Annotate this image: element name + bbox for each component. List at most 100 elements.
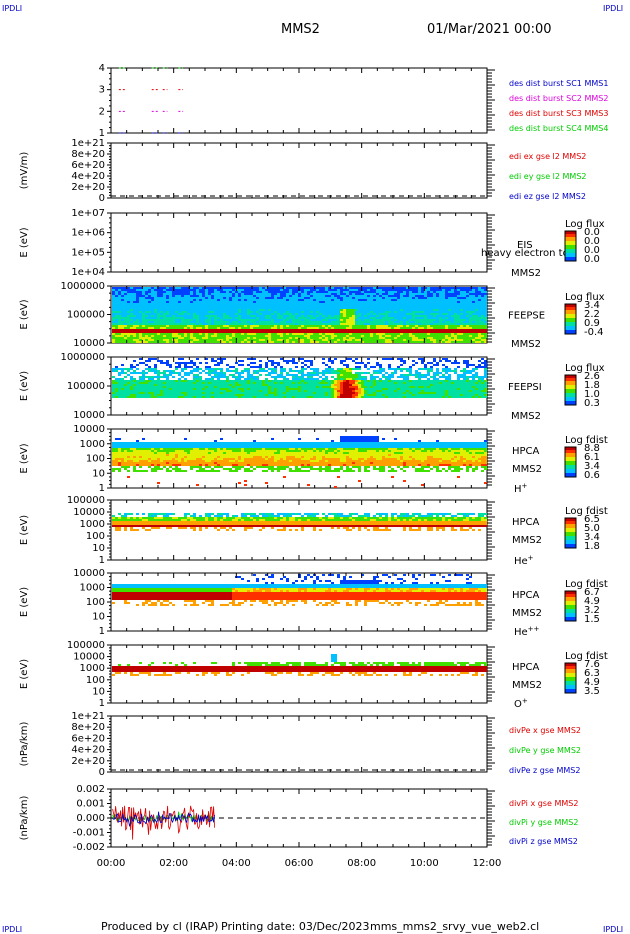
spectrogram-cell [466,319,469,321]
spectrogram-cell [256,315,259,317]
spectrogram-cell [229,370,232,372]
spectrogram-cell [220,299,223,301]
spectrogram-cell [289,388,292,390]
spectrogram-cell [112,382,115,384]
spectrogram-cell [349,315,352,317]
spectrogram-cell [244,327,247,329]
spectrogram-cell [220,291,223,293]
spectrogram-cell [238,289,241,291]
spectrogram-cell [157,321,160,323]
spectrogram-cell [241,380,244,382]
ytick-label: 10000 [73,338,105,349]
spectrogram-cell [160,301,163,303]
spectrogram-cell [430,325,433,327]
spectrogram-cell [190,309,193,311]
spectrogram-cell [163,370,166,372]
spectrogram-cell [385,337,388,339]
spectrogram-cell [265,339,268,341]
spectrogram-cell [412,289,415,291]
spectrogram-cell [376,311,379,313]
spectrogram-cell [370,329,373,331]
spectrogram-cell [397,307,400,309]
spectrogram-cell [151,323,154,325]
spectrogram-cell [256,339,259,341]
spectrogram-cell [478,315,481,317]
spectrogram-cell [139,295,142,297]
spectrogram-cell [205,317,208,319]
spectrogram-cell [424,337,427,339]
spectrogram-cell [193,368,196,370]
spectrogram-cell [127,307,130,309]
spectrogram-cell [385,317,388,319]
spectrogram-cell [337,291,340,293]
spectrogram-cell [163,384,166,386]
spectrogram-cell [295,396,298,398]
spectrogram-cell [220,327,223,329]
spectrogram-cell [151,295,154,297]
spectrogram-cell [190,390,193,392]
spectrogram-cell [289,297,292,299]
spectrogram-cell [229,394,232,396]
spectrogram-cell [370,333,373,335]
spectrogram-cell [274,325,277,327]
spectrogram-cell [283,341,286,343]
spectrogram-cell [286,386,289,388]
spectrogram-cell [412,317,415,319]
spectrogram-cell [274,327,277,329]
spectrogram-cell [334,339,337,341]
spectrogram-cell [481,313,484,315]
spectrogram-cell [211,360,214,362]
spectrogram-cell [322,341,325,343]
spectrogram-cell [178,396,181,398]
spectrogram-cell [361,329,364,331]
spectrogram-cell [262,333,265,335]
spectrogram-cell [235,380,238,382]
spectrogram-cell [190,329,193,331]
spectrogram-cell [289,305,292,307]
spectrogram-cell [172,380,175,382]
spectrogram-cell [166,325,169,327]
spectrogram-cell [226,305,229,307]
spectrogram-cell [418,327,421,329]
spectrogram-cell [127,287,130,289]
spectrogram-cell [388,315,391,317]
spectrogram-cell [241,301,244,303]
spectrogram-cell [430,327,433,329]
spectrogram-cell [367,327,370,329]
spectrogram-cell [166,299,169,301]
spectrogram-cell [112,384,115,386]
spectrogram-cell [181,331,184,333]
spectrogram-cell [379,295,382,297]
colorbar-swatch [565,235,576,236]
spectrogram-cell [112,376,115,378]
spectrogram-cell [280,366,283,368]
spectrogram-cell [160,396,163,398]
spectrogram-cell [238,333,241,335]
spectrogram-cell [214,301,217,303]
spectrogram-cell [367,295,370,297]
spectrogram-cell [199,337,202,339]
spectrogram-cell [124,368,127,370]
spectrogram-cell [175,295,178,297]
spectrogram-cell [292,311,295,313]
spectrogram-cell [133,319,136,321]
spectrogram-cell [151,311,154,313]
spectrogram-cell [430,311,433,313]
spectrogram-cell [358,341,361,343]
ytick-label: 1e+21 [71,138,105,149]
spectrogram-cell [115,297,118,299]
spectrogram-cell [130,376,133,378]
spectrogram-cell [316,307,319,309]
spectrogram-cell [175,313,178,315]
spectrogram-cell [235,307,238,309]
spectrogram-cell [259,380,262,382]
spectrogram-cell [151,392,154,394]
spectrogram-cell [280,341,283,343]
spectrogram-cell [175,301,178,303]
spectrogram-cell [250,376,253,378]
spectrogram-cell [232,390,235,392]
spectrogram-cell [388,307,391,309]
spectrogram-cell [157,382,160,384]
spectrogram-cell [286,325,289,327]
spectrogram-cell [256,289,259,291]
